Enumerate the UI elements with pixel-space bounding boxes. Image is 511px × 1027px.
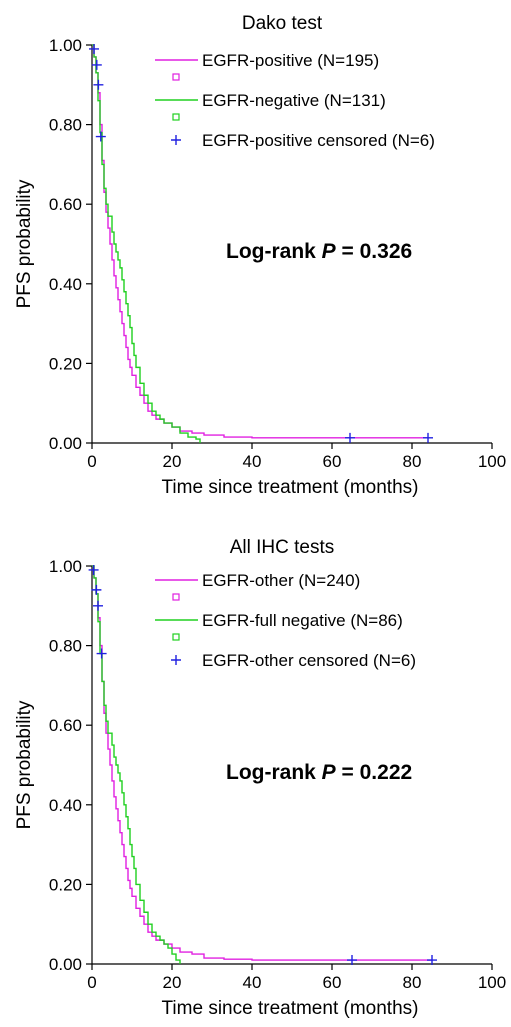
censored-marker bbox=[96, 648, 107, 659]
legend-square-marker bbox=[172, 73, 180, 81]
y-tick-label: 0.20 bbox=[49, 354, 82, 373]
x-tick-label: 20 bbox=[163, 973, 182, 992]
y-tick-label: 0.60 bbox=[49, 716, 82, 735]
y-tick-label: 0.80 bbox=[49, 116, 82, 135]
y-tick-label: 0.00 bbox=[49, 955, 82, 974]
x-tick-label: 80 bbox=[403, 973, 422, 992]
x-tick-label: 100 bbox=[478, 973, 506, 992]
x-tick-label: 40 bbox=[243, 452, 262, 471]
censored-marker bbox=[91, 584, 102, 595]
x-tick-label: 20 bbox=[163, 452, 182, 471]
logrank-value: = 0.222 bbox=[336, 761, 412, 784]
legend-label: EGFR-other (N=240) bbox=[202, 571, 360, 590]
logrank-p-symbol: P bbox=[322, 761, 337, 784]
y-tick-label: 0.00 bbox=[49, 434, 82, 453]
censored-marker bbox=[95, 131, 106, 142]
x-tick-label: 40 bbox=[243, 973, 262, 992]
x-tick-label: 80 bbox=[403, 452, 422, 471]
x-tick-label: 60 bbox=[323, 452, 342, 471]
legend-label: EGFR-full negative (N=86) bbox=[202, 611, 403, 630]
legend-square-marker bbox=[172, 593, 180, 601]
censored-marker bbox=[88, 564, 99, 575]
x-tick-label: 60 bbox=[323, 973, 342, 992]
legend-label: EGFR-positive (N=195) bbox=[202, 51, 379, 70]
logrank-p-symbol: P bbox=[322, 240, 337, 263]
censored-marker bbox=[93, 79, 104, 90]
x-axis-label: Time since treatment (months) bbox=[162, 998, 419, 1019]
legend-square-marker bbox=[172, 113, 180, 121]
x-tick-label: 0 bbox=[87, 452, 96, 471]
chart-title: All IHC tests bbox=[230, 537, 335, 558]
logrank-annotation: Log-rank P = 0.222 bbox=[226, 761, 412, 784]
y-tick-label: 1.00 bbox=[49, 557, 82, 576]
y-tick-label: 0.40 bbox=[49, 275, 82, 294]
chart-panel-1: Dako test 0.00 0.20 0.40 0.60 0.80 1.00 0 20 40 60… bbox=[14, 13, 506, 498]
logrank-annotation: Log-rank P = 0.326 bbox=[226, 240, 412, 263]
legend-square-marker bbox=[172, 633, 180, 641]
km-curve-negative bbox=[92, 44, 201, 443]
y-tick-label: 0.80 bbox=[49, 637, 82, 656]
logrank-prefix: Log-rank bbox=[226, 240, 322, 263]
censored-marker bbox=[347, 955, 357, 966]
censored-marker bbox=[89, 43, 99, 54]
y-axis-label: PFS probability bbox=[14, 179, 35, 308]
x-tick-label: 0 bbox=[87, 973, 96, 992]
censored-marker bbox=[93, 600, 103, 611]
censored-marker bbox=[423, 432, 433, 443]
chart-title: Dako test bbox=[242, 13, 323, 34]
logrank-prefix: Log-rank bbox=[226, 761, 322, 784]
y-tick-label: 1.00 bbox=[49, 36, 82, 55]
y-tick-label: 0.40 bbox=[49, 796, 82, 815]
censored-marker bbox=[427, 955, 437, 966]
logrank-value: = 0.326 bbox=[336, 240, 412, 263]
x-axis-label: Time since treatment (months) bbox=[162, 477, 419, 498]
legend-label: EGFR-negative (N=131) bbox=[202, 91, 386, 110]
y-tick-label: 0.60 bbox=[49, 195, 82, 214]
legend-label: EGFR-other censored (N=6) bbox=[202, 651, 416, 670]
y-axis-label: PFS probability bbox=[14, 700, 35, 829]
censored-marker bbox=[345, 432, 355, 443]
censored-marker bbox=[91, 59, 102, 70]
km-curve-negative bbox=[92, 565, 181, 964]
legend-plus-marker bbox=[171, 135, 181, 145]
y-tick-label: 0.20 bbox=[49, 875, 82, 894]
chart-panel-2: All IHC tests 0.00 0.20 0.40 0.60 0.80 1.00 0 20… bbox=[14, 537, 506, 1019]
x-tick-label: 100 bbox=[478, 452, 506, 471]
legend-label: EGFR-positive censored (N=6) bbox=[202, 131, 435, 150]
legend-plus-marker bbox=[171, 655, 181, 665]
